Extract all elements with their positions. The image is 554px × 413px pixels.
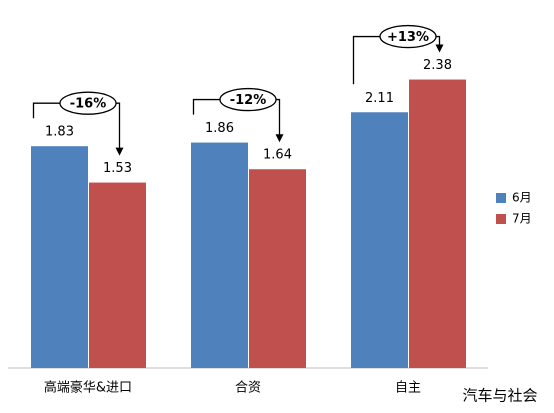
- value-label: 1.83: [45, 125, 74, 140]
- legend-label: 7月: [512, 212, 532, 226]
- annotation-connector: [116, 102, 121, 149]
- value-label: 1.53: [103, 161, 132, 176]
- annotation-arrowhead: [435, 44, 444, 53]
- legend-label: 6月: [512, 191, 532, 205]
- value-label: 1.64: [263, 148, 292, 163]
- bar: [249, 169, 306, 368]
- value-label: 2.11: [365, 91, 394, 106]
- bar: [409, 79, 466, 368]
- x-tick-label: 合资: [235, 381, 261, 396]
- bar: [351, 112, 408, 368]
- annotation-connector: [436, 35, 441, 46]
- annotation-connector: [192, 98, 220, 115]
- bar: [89, 182, 146, 368]
- annotation: +13%: [387, 30, 429, 45]
- bar: [31, 146, 88, 368]
- annotation-bubble: [379, 24, 437, 49]
- legend-swatch: [496, 193, 506, 203]
- value-label: 1.86: [205, 121, 234, 136]
- bar: [191, 142, 248, 368]
- annotation-connector: [32, 102, 60, 119]
- annotation-bubble: [59, 91, 117, 115]
- annotation-connector: [276, 98, 281, 136]
- annotation: -12%: [230, 93, 267, 108]
- legend-swatch: [496, 214, 506, 224]
- annotation-arrowhead: [115, 147, 124, 156]
- x-tick-label: 自主: [395, 381, 421, 396]
- annotation-connector: [352, 35, 380, 85]
- x-tick-label: 高端豪华&进口: [44, 380, 132, 396]
- annotation: -16%: [70, 97, 107, 112]
- watermark: 汽车与社会: [462, 387, 537, 405]
- annotation-bubble: [219, 87, 277, 112]
- annotation-arrowhead: [275, 134, 284, 143]
- value-label: 2.38: [423, 58, 452, 73]
